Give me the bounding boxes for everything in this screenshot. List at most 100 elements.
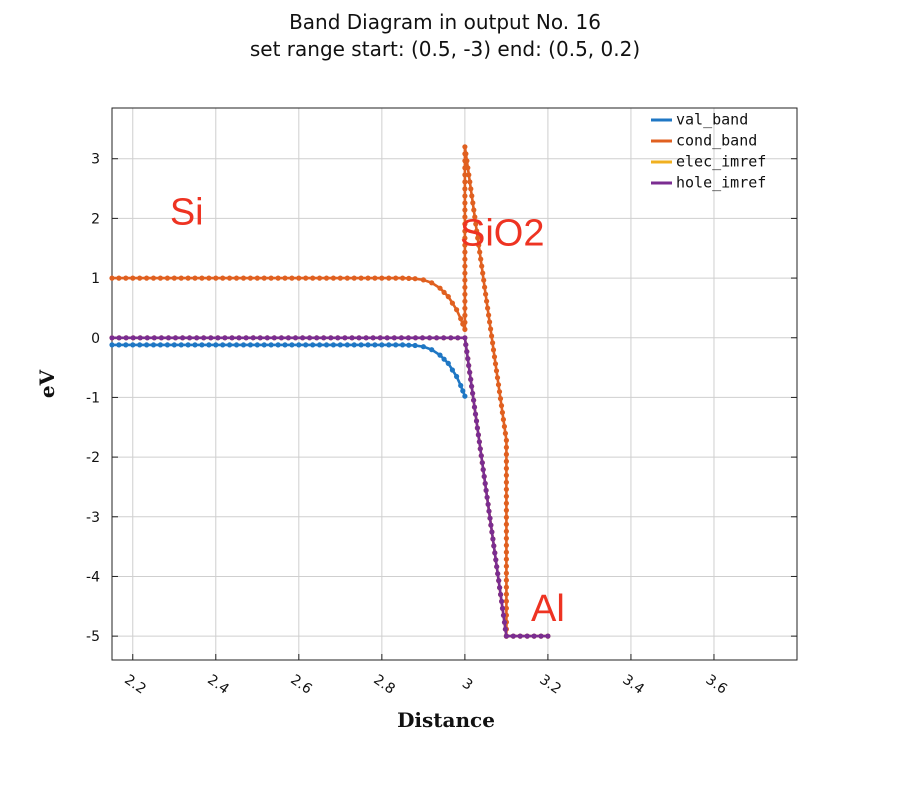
data-point	[437, 285, 443, 291]
axis-ticks: 2.2 2.4 2.6 2.8 3 3.2 3.4 3.6 3 2 1 0 -1 -2 -3 -4 -5	[86, 152, 797, 698]
data-point	[496, 578, 502, 584]
data-point	[479, 460, 485, 466]
data-point	[503, 570, 509, 576]
data-point	[454, 373, 460, 380]
data-point	[337, 342, 343, 348]
data-point	[400, 275, 406, 281]
data-point	[275, 275, 281, 281]
x-tick-label: 3.2	[536, 672, 563, 698]
data-point	[109, 342, 115, 348]
data-point	[462, 319, 468, 325]
data-point	[164, 275, 170, 281]
data-point	[503, 633, 509, 639]
data-point	[178, 275, 184, 281]
data-point	[476, 242, 482, 248]
data-point	[469, 383, 475, 389]
annotation-label: SiO2	[460, 212, 544, 254]
data-point	[503, 591, 509, 597]
data-point	[454, 307, 460, 313]
data-point	[474, 228, 480, 234]
legend: val_band cond_band elec_imref hole_imref	[651, 111, 766, 192]
y-tick-label: 0	[91, 331, 100, 347]
data-point	[321, 335, 327, 341]
data-point	[449, 300, 455, 306]
data-point	[497, 396, 504, 402]
data-point	[254, 342, 260, 348]
data-point	[486, 508, 492, 514]
data-point	[455, 335, 461, 341]
data-point	[429, 280, 435, 286]
data-point	[478, 256, 484, 262]
series-line-hole_imref	[112, 336, 548, 638]
data-point	[477, 446, 483, 452]
data-point	[144, 342, 150, 348]
data-point	[194, 335, 200, 341]
data-point	[254, 275, 260, 281]
data-point	[474, 425, 480, 431]
data-point	[358, 275, 364, 281]
data-point	[264, 335, 270, 341]
data-point	[488, 522, 494, 528]
data-point	[472, 214, 478, 220]
data-point	[116, 342, 122, 348]
data-point	[330, 275, 336, 281]
data-point	[524, 633, 530, 639]
data-point	[441, 356, 447, 362]
data-point	[261, 342, 267, 348]
data-point	[467, 369, 473, 375]
data-point	[495, 382, 502, 388]
data-point	[268, 275, 274, 281]
y-tick-label: 1	[91, 271, 100, 287]
data-point	[227, 275, 233, 281]
data-point	[419, 335, 426, 341]
data-point	[171, 275, 177, 281]
data-point	[498, 403, 505, 409]
data-point	[289, 275, 295, 281]
data-point	[365, 342, 371, 348]
data-point	[462, 263, 468, 269]
data-point	[317, 275, 323, 281]
data-point	[192, 275, 198, 281]
data-point	[462, 235, 468, 241]
data-point	[469, 193, 475, 199]
data-point	[201, 335, 207, 341]
data-point	[462, 277, 468, 283]
data-point	[462, 335, 468, 341]
data-point	[503, 486, 509, 492]
data-point	[462, 298, 468, 304]
data-point	[215, 335, 221, 341]
data-point	[229, 335, 235, 341]
data-point	[462, 207, 468, 213]
data-point	[351, 275, 357, 281]
data-point	[185, 275, 191, 281]
data-point	[482, 480, 488, 487]
data-point	[344, 275, 350, 281]
data-point	[386, 342, 392, 348]
data-point	[501, 619, 508, 625]
data-point	[490, 536, 496, 542]
data-point	[282, 275, 288, 281]
data-point	[483, 487, 489, 493]
data-point	[462, 228, 468, 234]
data-point	[445, 360, 451, 366]
data-point	[462, 179, 468, 185]
data-point	[481, 277, 487, 283]
data-point	[391, 335, 397, 341]
data-point	[379, 342, 385, 348]
data-point	[208, 335, 214, 341]
data-point	[157, 275, 163, 281]
data-point	[471, 207, 477, 213]
data-point	[466, 362, 472, 369]
data-point	[296, 275, 302, 281]
data-point	[240, 342, 247, 348]
data-point	[386, 275, 392, 281]
data-point	[497, 585, 503, 591]
data-point	[307, 335, 313, 341]
data-point	[199, 275, 205, 281]
data-point	[500, 416, 506, 423]
data-point	[351, 342, 357, 348]
x-tick-label: 2.4	[204, 672, 231, 698]
data-point	[328, 335, 334, 341]
data-point	[475, 432, 481, 438]
